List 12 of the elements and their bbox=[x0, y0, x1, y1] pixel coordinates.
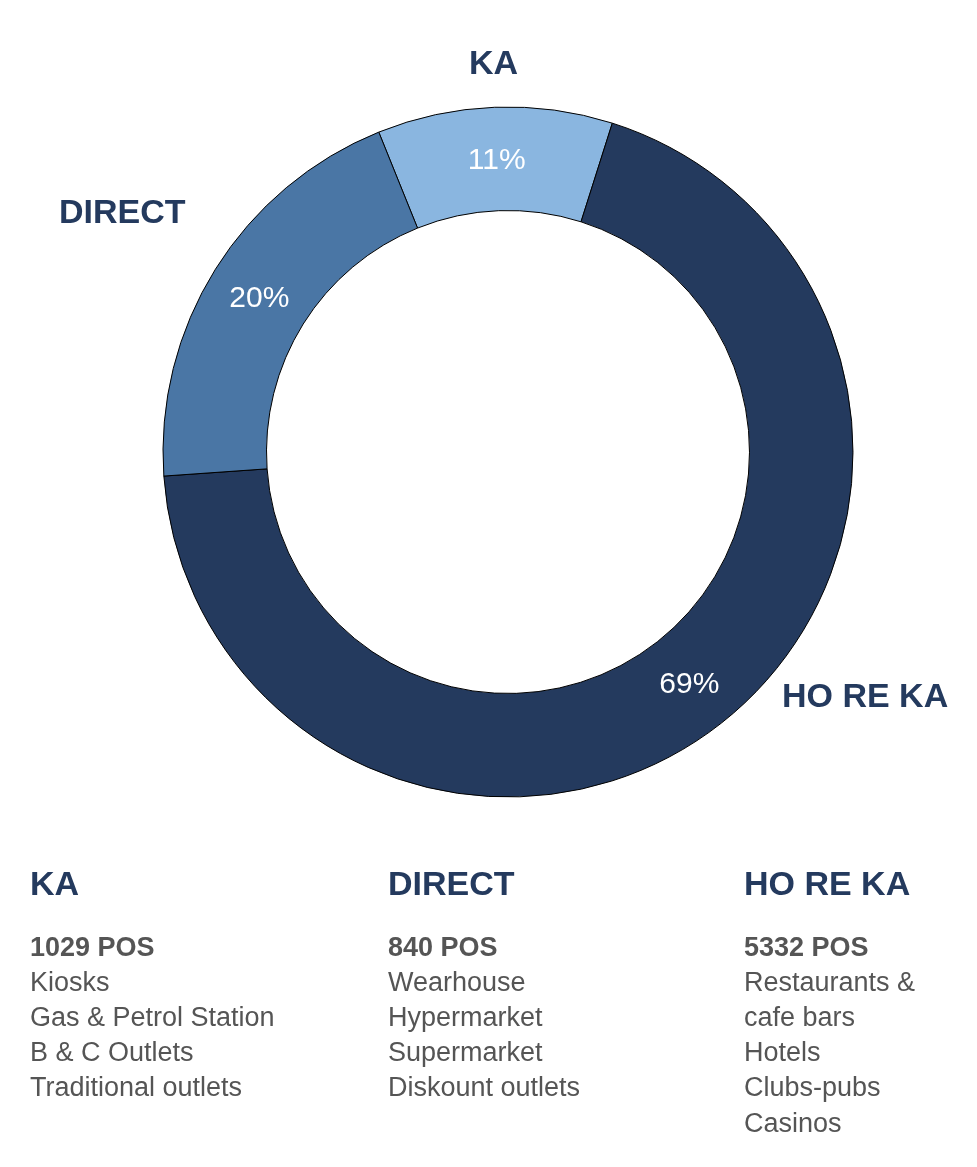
text: 840 POS Wearhouse Hypermarket Supermarket Diskount outlets bbox=[388, 932, 581, 1103]
slice-label: DIRECT bbox=[59, 192, 186, 230]
slice-label: HO RE KA bbox=[782, 676, 949, 714]
data-label: 69% bbox=[659, 665, 720, 699]
text: DIRECT bbox=[388, 864, 515, 902]
slice-label: KA bbox=[469, 43, 519, 81]
data-label: 20% bbox=[229, 280, 290, 314]
text: HO RE KA bbox=[744, 864, 911, 902]
text: 1029 POS Kiosks Gas & Petrol Station B & C Outlets Traditional outlets bbox=[30, 932, 275, 1103]
data-label: 11% bbox=[467, 142, 526, 176]
text: KA bbox=[30, 864, 80, 902]
text: 5332 POS Restaurants & cafe bars Hotels Clubs-pubs Casinos bbox=[744, 932, 916, 1138]
